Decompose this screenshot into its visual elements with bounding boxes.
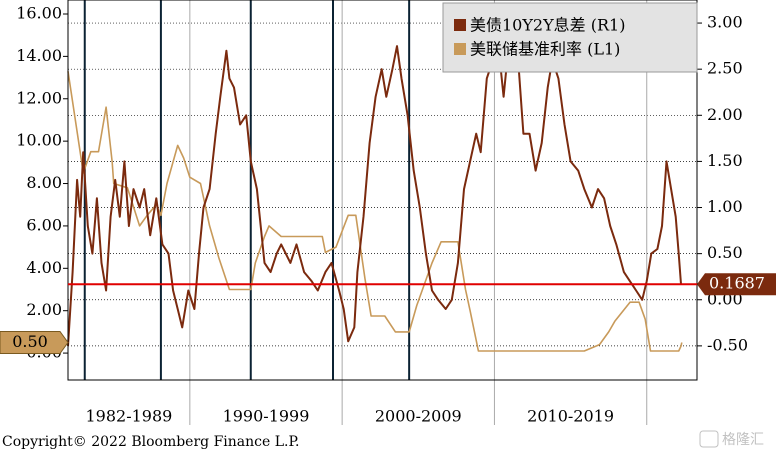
y2-tick-label: 2.00 <box>707 105 743 124</box>
y2-tick-label: 1.00 <box>707 197 743 216</box>
annotation-box <box>0 330 69 354</box>
y2-tick-label: -0.50 <box>707 335 748 354</box>
y2-tick-label: 2.50 <box>707 59 743 78</box>
x-period-label: 2010-2019 <box>527 407 614 426</box>
plot-frame <box>67 0 698 381</box>
y-tick-label: 2.00 <box>26 300 62 319</box>
plot <box>67 35 683 352</box>
y2-tick-label: 1.50 <box>707 151 743 170</box>
y-tick-label: 14.00 <box>16 46 62 65</box>
annotation-label: 0.50 <box>12 332 48 351</box>
annotation-box <box>697 273 776 296</box>
annotation-label: 0.1687 <box>709 274 765 293</box>
legend-label: 美债10Y2Y息差 (R1) <box>470 16 625 35</box>
y-tick-label: 10.00 <box>16 131 62 150</box>
series-line <box>67 35 682 346</box>
annotations: 0.50 0.1687 <box>0 273 776 354</box>
legend-swatch <box>454 19 466 31</box>
watermark: 格隆汇 <box>699 430 764 448</box>
x-period-label: 1990-1999 <box>223 407 310 426</box>
watermark-text: 格隆汇 <box>722 432 764 448</box>
y-tick-label: 16.00 <box>16 3 62 22</box>
y-tick-label: 4.00 <box>26 258 62 277</box>
legend: 美债10Y2Y息差 (R1) 美联储基准利率 (L1) <box>442 2 698 73</box>
legend-box <box>442 2 698 73</box>
y2-tick-label: 3.00 <box>707 13 743 32</box>
y-tick-label: 6.00 <box>26 215 62 234</box>
x-period-label: 1982-1989 <box>85 407 172 426</box>
copyright: Copyright© 2022 Bloomberg Finance L.P. <box>2 434 300 450</box>
y-tick-label: 12.00 <box>16 88 62 107</box>
y-tick-label: 8.00 <box>26 173 62 192</box>
y2-tick-label: 0.50 <box>707 243 743 262</box>
x-period-label: 2000-2009 <box>375 407 462 426</box>
legend-label: 美联储基准利率 (L1) <box>470 40 620 59</box>
watermark-icon <box>699 430 719 448</box>
series-line <box>67 71 683 352</box>
legend-swatch <box>454 43 466 55</box>
